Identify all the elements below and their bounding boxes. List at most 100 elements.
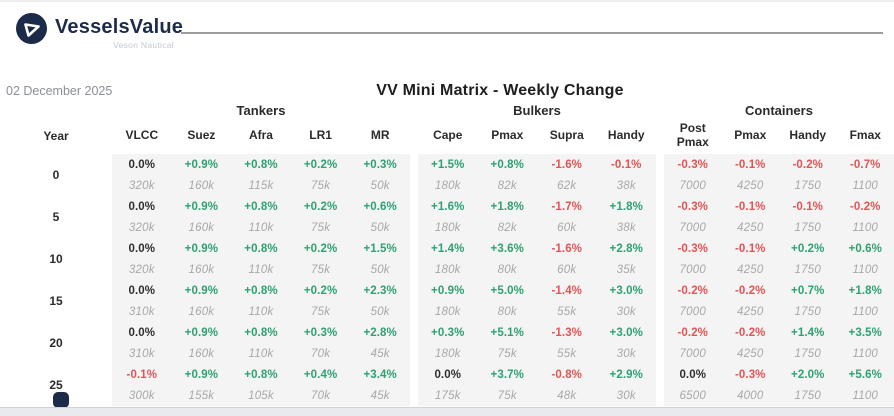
value-cell: 48k (537, 390, 597, 402)
value-cell: 1750 (779, 222, 837, 234)
value-cell: 110k (231, 348, 291, 360)
value-cell: 50k (350, 222, 410, 234)
pct-change-cell: +0.6% (350, 201, 410, 213)
value-cell: 60k (537, 222, 597, 234)
value-cell: 1100 (837, 348, 894, 360)
pct-change-cell: +0.2% (291, 201, 351, 213)
pct-change-cell: +0.3% (418, 327, 478, 339)
pct-change-cell: -0.2% (722, 327, 780, 339)
value-cell: 1750 (779, 390, 837, 402)
pct-change-cell: -0.2% (664, 327, 722, 339)
value-cell: 70k (291, 390, 351, 402)
pct-change-cell: 0.0% (664, 369, 722, 381)
value-cell: 4250 (722, 264, 780, 276)
value-cell: 75k (291, 180, 351, 192)
value-cell: 7000 (664, 306, 722, 318)
value-cell: 180k (418, 306, 478, 318)
pct-change-cell: +5.0% (478, 285, 538, 297)
pct-change-cell: -0.3% (664, 243, 722, 255)
pct-change-cell: +0.9% (418, 285, 478, 297)
pct-change-cell: -0.1% (722, 243, 780, 255)
value-cell: 4250 (722, 180, 780, 192)
pct-change-cell: -0.7% (837, 159, 894, 171)
value-cell: 110k (231, 222, 291, 234)
group-header-tankers: Tankers (112, 103, 410, 118)
value-cell: 160k (172, 306, 232, 318)
pct-change-cell: -1.6% (537, 243, 597, 255)
value-cell: 7000 (664, 180, 722, 192)
column-header-lr1: LR1 (291, 127, 351, 145)
value-cell: 160k (172, 180, 232, 192)
pct-change-cell: +0.9% (172, 285, 232, 297)
value-cell: 160k (172, 264, 232, 276)
year-label: 25 (49, 378, 62, 392)
pct-change-cell: -0.2% (664, 285, 722, 297)
pct-change-cell: +1.4% (418, 243, 478, 255)
value-cell: 30k (597, 348, 657, 360)
pct-change-cell: +0.3% (291, 327, 351, 339)
value-cell: 105k (231, 390, 291, 402)
value-cell: 82k (478, 180, 538, 192)
group-header-row: Tankers Bulkers Containers (0, 100, 894, 118)
value-cell: 320k (112, 180, 172, 192)
pct-change-cell: +0.9% (172, 327, 232, 339)
value-cell: 155k (172, 390, 232, 402)
value-cell: 180k (418, 180, 478, 192)
value-cell: 50k (350, 306, 410, 318)
value-cell: 1750 (779, 348, 837, 360)
value-cell: 75k (478, 390, 538, 402)
pct-change-cell: +0.8% (231, 159, 291, 171)
report-date: 02 December 2025 (6, 84, 112, 98)
pct-change-cell: +0.2% (779, 243, 837, 255)
value-cell: 110k (231, 264, 291, 276)
pct-change-cell: +2.9% (597, 369, 657, 381)
column-header-cape: Cape (418, 127, 478, 145)
value-cell: 180k (418, 222, 478, 234)
value-cell: 75k (291, 306, 351, 318)
pct-change-cell: +0.8% (231, 369, 291, 381)
pct-change-cell: +0.3% (350, 159, 410, 171)
pct-change-cell: -1.6% (537, 159, 597, 171)
value-cell: 4250 (722, 306, 780, 318)
value-cell: 7000 (664, 264, 722, 276)
value-cell: 1100 (837, 306, 894, 318)
value-cell: 70k (291, 348, 351, 360)
value-cell: 60k (537, 264, 597, 276)
year-column-header: Year (0, 129, 112, 143)
partial-logo-mark (53, 392, 69, 408)
pct-change-cell: -0.3% (664, 159, 722, 171)
pct-change-cell: +3.5% (837, 327, 894, 339)
value-cell: 175k (418, 390, 478, 402)
pct-change-cell: +0.9% (172, 201, 232, 213)
pct-change-cell: +3.7% (478, 369, 538, 381)
column-header-mr: MR (350, 127, 410, 145)
pct-change-cell: 0.0% (112, 159, 172, 171)
column-header-handy: Handy (597, 127, 657, 145)
pct-change-cell: -0.1% (722, 159, 780, 171)
year-label: 5 (53, 210, 60, 224)
value-cell: 310k (112, 306, 172, 318)
pct-change-cell: +2.3% (350, 285, 410, 297)
value-cell: 300k (112, 390, 172, 402)
value-cell: 4250 (722, 222, 780, 234)
pct-change-cell: +0.2% (291, 285, 351, 297)
value-cell: 30k (597, 390, 657, 402)
value-cell: 1100 (837, 390, 894, 402)
pct-change-cell: +0.2% (291, 243, 351, 255)
pct-change-cell: +0.7% (779, 285, 837, 297)
pct-change-cell: +5.1% (478, 327, 538, 339)
value-cell: 160k (172, 222, 232, 234)
pct-change-cell: +0.4% (291, 369, 351, 381)
value-cell: 35k (597, 264, 657, 276)
pct-change-cell: 0.0% (418, 369, 478, 381)
pct-change-cell: +0.8% (231, 201, 291, 213)
pct-change-cell: -1.7% (537, 201, 597, 213)
pct-change-cell: +0.8% (231, 285, 291, 297)
